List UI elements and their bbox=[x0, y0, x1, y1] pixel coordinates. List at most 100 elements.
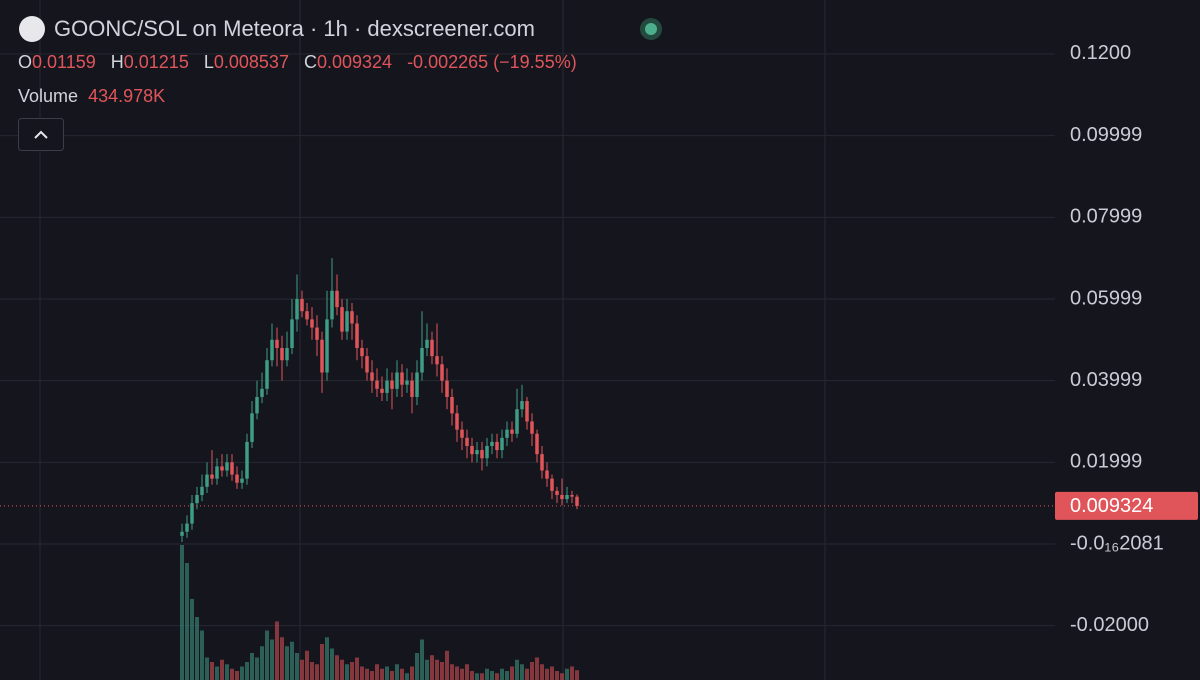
candle-body bbox=[205, 474, 209, 487]
volume-bar bbox=[425, 659, 429, 680]
candle-body bbox=[490, 441, 494, 446]
candle-body bbox=[570, 494, 574, 497]
candle-body bbox=[515, 409, 519, 434]
volume-bar bbox=[275, 621, 279, 680]
candle-body bbox=[485, 445, 489, 459]
last-price-label: 0.009324 bbox=[1070, 495, 1153, 517]
volume-bar bbox=[315, 664, 319, 680]
logo bbox=[19, 16, 45, 42]
volume-bar bbox=[485, 668, 489, 680]
candle-body bbox=[415, 372, 419, 397]
volume-bar bbox=[220, 659, 224, 680]
candle-body bbox=[365, 356, 369, 373]
volume-bar bbox=[405, 673, 409, 680]
candle-body bbox=[510, 429, 514, 434]
volume-bar bbox=[420, 639, 424, 680]
volume-bar bbox=[490, 671, 494, 680]
volume-bar bbox=[295, 653, 299, 680]
candle-body bbox=[525, 401, 529, 422]
volume-bar bbox=[395, 664, 399, 680]
candle-body bbox=[505, 429, 509, 438]
candle-body bbox=[355, 323, 359, 348]
volume-bar bbox=[330, 648, 334, 680]
volume-bar bbox=[455, 666, 459, 680]
volume-bar bbox=[385, 666, 389, 680]
volume-bar bbox=[390, 671, 394, 680]
candle-body bbox=[545, 470, 549, 479]
ohlc-value: 0.01159 bbox=[32, 52, 96, 72]
candle-body bbox=[300, 298, 304, 312]
volume-bar bbox=[510, 666, 514, 680]
candle-body bbox=[480, 450, 484, 459]
volume-bar bbox=[235, 671, 239, 680]
volume-bar bbox=[195, 617, 199, 680]
candle-body bbox=[220, 466, 224, 471]
volume-bar bbox=[310, 662, 314, 680]
candle-body bbox=[575, 496, 579, 506]
candle-body bbox=[320, 339, 324, 373]
candle-body bbox=[385, 380, 389, 393]
volume-bar bbox=[350, 662, 354, 680]
candle-body bbox=[215, 466, 219, 479]
candle-body bbox=[275, 339, 279, 348]
volume-bar bbox=[340, 659, 344, 680]
y-tick-label: 0.03999 bbox=[1070, 369, 1142, 391]
candle-body bbox=[195, 494, 199, 504]
volume-value: 434.978K bbox=[88, 86, 166, 106]
volume-row: Volume 434.978K bbox=[18, 86, 165, 107]
ohlc-label: O bbox=[18, 52, 33, 72]
candle-body bbox=[240, 478, 244, 483]
volume-bar bbox=[540, 664, 544, 680]
candle-body bbox=[400, 372, 404, 385]
candle-body bbox=[500, 437, 504, 451]
volume-bar bbox=[360, 666, 364, 680]
candle-body bbox=[405, 380, 409, 385]
candle-body bbox=[530, 421, 534, 434]
volume-label: Volume bbox=[18, 86, 79, 106]
candle-body bbox=[465, 437, 469, 446]
title: GOONC/SOL on Meteora · 1h · dexscreener.… bbox=[54, 16, 535, 41]
candle-body bbox=[210, 474, 214, 479]
candle-body bbox=[445, 380, 449, 397]
ohlc-label: L bbox=[203, 52, 214, 72]
ohlc-value: 0.008537 bbox=[213, 52, 289, 72]
volume-bar bbox=[245, 662, 249, 680]
y-tick-label: 0.09999 bbox=[1070, 124, 1142, 146]
volume-bar bbox=[185, 563, 189, 680]
change-percent: (−19.55%) bbox=[493, 52, 577, 72]
volume-bar bbox=[290, 641, 294, 680]
ohlc-value: 0.009324 bbox=[316, 52, 393, 72]
candle-body bbox=[370, 372, 374, 381]
volume-bar bbox=[210, 662, 214, 680]
volume-bar bbox=[365, 668, 369, 680]
volume-bar bbox=[470, 671, 474, 680]
ohlc-label: C bbox=[303, 52, 317, 72]
candle-body bbox=[435, 356, 439, 365]
candle-body bbox=[260, 388, 264, 397]
volume-bar bbox=[370, 671, 374, 680]
volume-bar bbox=[300, 659, 304, 680]
candle-body bbox=[265, 360, 269, 389]
collapse-button[interactable] bbox=[18, 118, 64, 151]
candle-body bbox=[460, 429, 464, 438]
caret-icon bbox=[34, 130, 48, 139]
volume-bar bbox=[450, 664, 454, 680]
volume-bar bbox=[515, 659, 519, 680]
candle-body bbox=[185, 523, 189, 532]
candle-body bbox=[535, 433, 539, 455]
candle-body bbox=[180, 531, 184, 536]
volume-bar bbox=[525, 668, 529, 680]
last-price-box bbox=[1055, 491, 1198, 520]
candle-body bbox=[335, 290, 339, 308]
candle-body bbox=[360, 347, 364, 357]
candle-body bbox=[280, 347, 284, 361]
candle-body bbox=[250, 413, 254, 442]
candle-body bbox=[350, 311, 354, 324]
volume-bar bbox=[200, 630, 204, 680]
volume-bar bbox=[320, 644, 324, 680]
volume-bar bbox=[260, 646, 264, 680]
candle-body bbox=[295, 298, 299, 320]
volume-bar bbox=[280, 637, 284, 680]
y-tick-label: -0.02000 bbox=[1070, 614, 1149, 636]
